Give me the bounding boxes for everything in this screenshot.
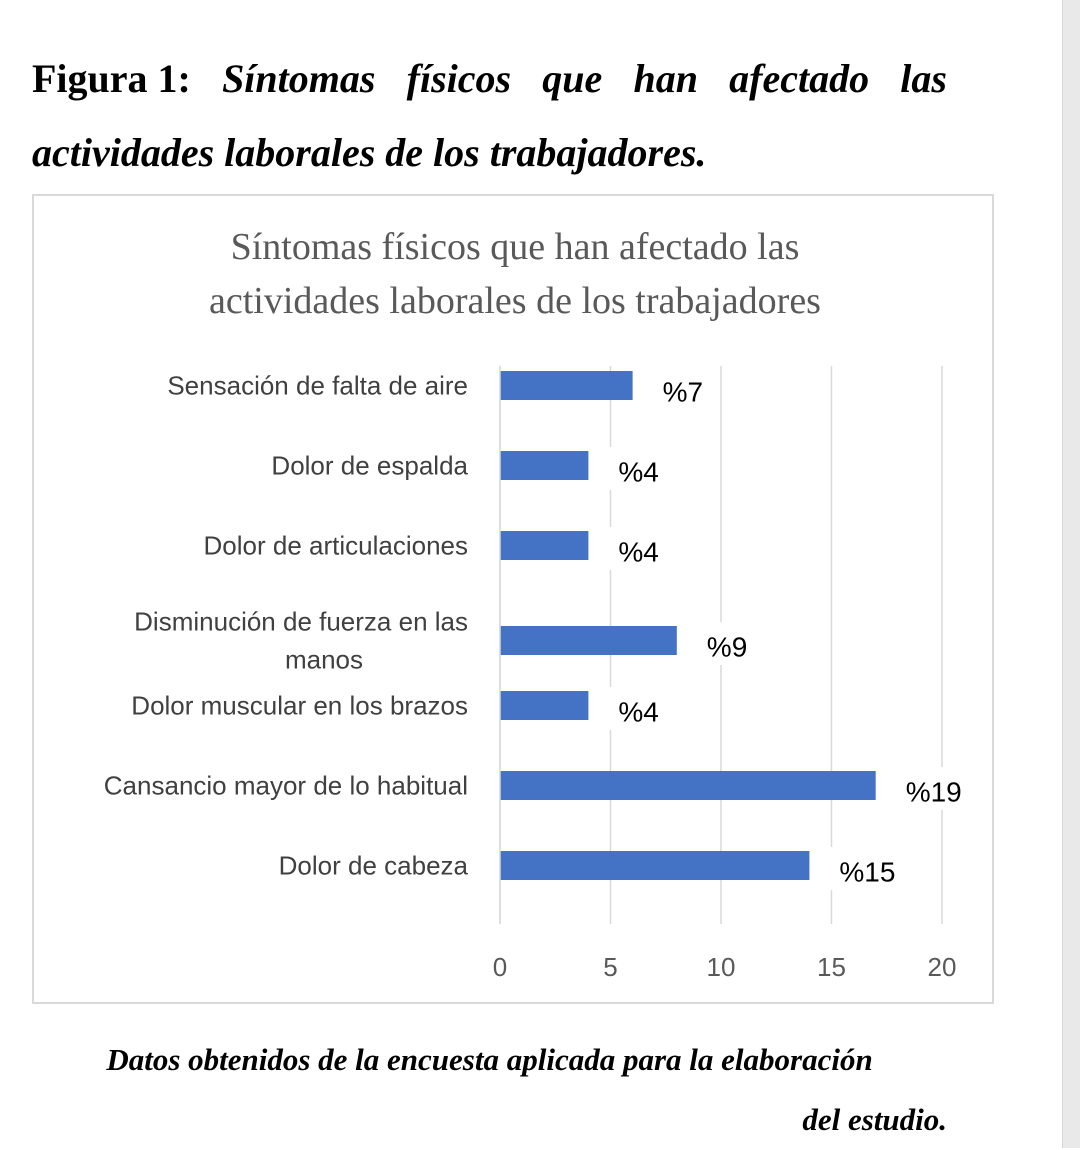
caption-line1: Datos obtenidos de la encuesta aplicada … (106, 1042, 873, 1077)
figure-heading-line1: Figura 1: Síntomas físicos que han afect… (32, 42, 947, 116)
x-tick-label: 0 (493, 952, 507, 982)
figure-title-word: físicos (406, 56, 512, 101)
bar (500, 691, 589, 720)
bar (500, 771, 876, 800)
data-label: %4 (618, 457, 658, 488)
bar (500, 626, 677, 655)
bar (500, 451, 589, 480)
data-label: %7 (663, 377, 703, 408)
data-label: %19 (906, 777, 962, 808)
data-label-bg (592, 687, 671, 730)
data-label-bg (680, 622, 759, 665)
figure-title-word: las (900, 56, 947, 101)
chart-frame: Síntomas físicos que han afectado las ac… (32, 194, 994, 1004)
data-label: %4 (618, 697, 658, 728)
data-label-bg (592, 527, 671, 570)
category-label: Sensación de falta de aire (167, 371, 468, 401)
figure-title-word: que (542, 56, 603, 101)
data-label: %4 (618, 537, 658, 568)
category-label: Disminución de fuerza en las (134, 607, 468, 637)
caption-line2: del estudio. (802, 1102, 947, 1137)
bar-chart: 0 5 10 15 20 %7 Sensación de falta de aire %4 Do… (104, 366, 962, 982)
figure-heading: Figura 1: Síntomas físicos que han afect… (32, 42, 947, 190)
x-tick-label: 20 (928, 952, 957, 982)
bar (500, 851, 810, 880)
category-label: Dolor muscular en los brazos (131, 691, 468, 721)
data-label-bg (879, 767, 958, 810)
figure-title-word: afectado (729, 56, 870, 101)
x-tick-label: 10 (707, 952, 736, 982)
figure-title-word: Síntomas (222, 56, 376, 101)
data-label: %9 (707, 632, 747, 663)
figure-label: Figura 1: (32, 56, 191, 101)
figure-title-word: han (633, 56, 698, 101)
chart-title-line: actividades laborales de los trabajadore… (209, 280, 821, 322)
category-label: Dolor de espalda (271, 451, 468, 481)
x-tick-label: 5 (603, 952, 617, 982)
category-label: Cansancio mayor de lo habitual (104, 771, 468, 801)
x-tick-label: 15 (817, 952, 846, 982)
category-label: Dolor de articulaciones (204, 531, 468, 561)
chart-title: Síntomas físicos que han afectado las ac… (34, 220, 996, 328)
category-label: Dolor de cabeza (279, 851, 469, 881)
data-label-bg (592, 447, 671, 490)
figure-caption: Datos obtenidos de la encuesta aplicada … (32, 1030, 947, 1150)
data-label-bg (636, 367, 715, 410)
data-label: %15 (839, 857, 895, 888)
bar (500, 371, 633, 400)
data-label-bg (813, 847, 892, 890)
page-edge-strip (1062, 0, 1080, 1148)
figure-heading-line2: actividades laborales de los trabajadore… (32, 130, 707, 175)
bar (500, 531, 589, 560)
category-label: manos (285, 645, 363, 675)
chart-title-line: Síntomas físicos que han afectado las (230, 226, 800, 268)
